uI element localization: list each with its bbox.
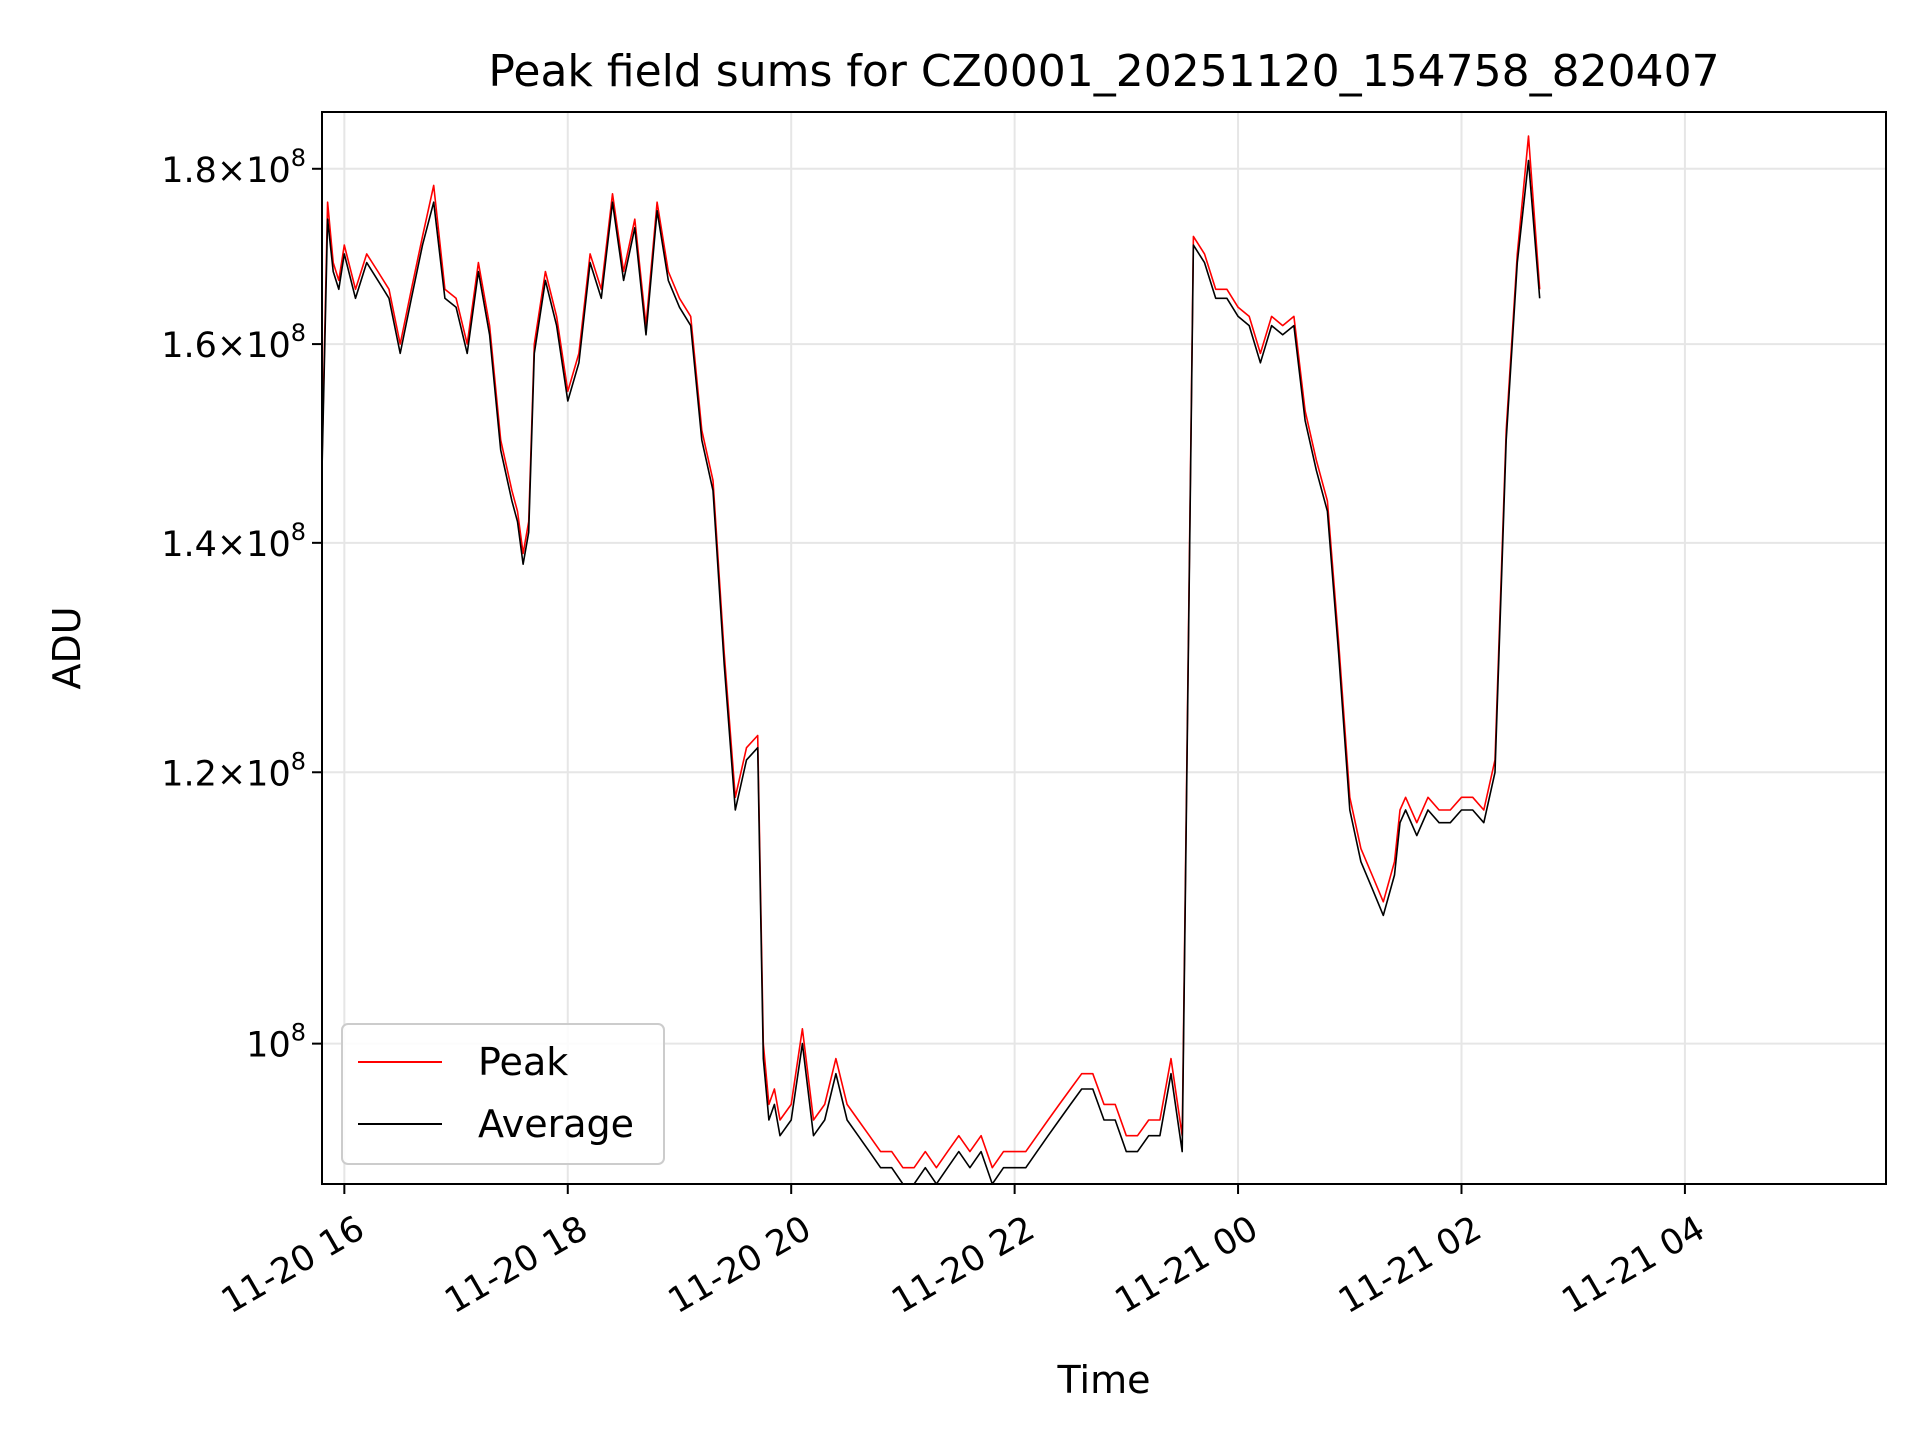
y-tick-label: 108 bbox=[246, 1019, 306, 1066]
y-tick-label: 1.8×108 bbox=[161, 144, 306, 191]
y-tick-label: 1.6×108 bbox=[161, 319, 306, 366]
chart-title: Peak field sums for CZ0001_20251120_1547… bbox=[488, 46, 1719, 97]
y-axis-ticks: 108 1.2×108 1.4×108 1.6×108 1.8×108 bbox=[161, 144, 322, 1066]
series-line-average bbox=[322, 159, 1541, 1184]
y-tick-label: 1.2×108 bbox=[161, 747, 306, 794]
legend-label: Average bbox=[478, 1102, 634, 1146]
series-layer bbox=[322, 135, 1541, 1184]
series-line-peak bbox=[322, 135, 1541, 1169]
grid bbox=[322, 112, 1886, 1184]
y-axis-label: ADU bbox=[45, 606, 89, 689]
y-tick-label: 1.4×108 bbox=[161, 518, 306, 565]
legend-box bbox=[341, 1023, 665, 1165]
plot-frame bbox=[321, 111, 1887, 1185]
x-axis-label: Time bbox=[1057, 1358, 1151, 1402]
legend-label: Peak bbox=[478, 1040, 568, 1084]
legend: Peak Average bbox=[341, 1023, 665, 1165]
